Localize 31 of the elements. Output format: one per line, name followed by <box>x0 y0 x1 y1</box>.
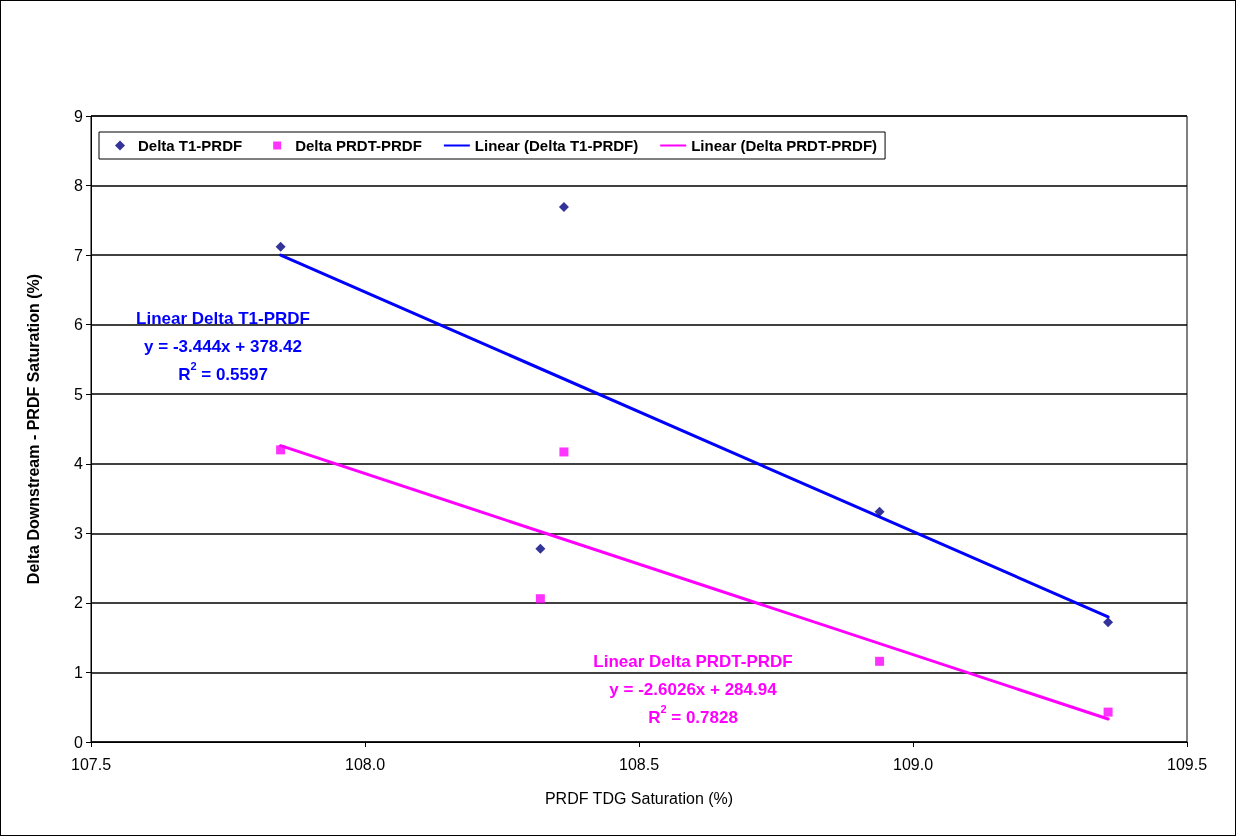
y-tick-label: 5 <box>74 385 84 403</box>
legend-label: Delta PRDT-PRDF <box>295 137 422 154</box>
x-axis-title: PRDF TDG Saturation (%) <box>544 789 734 807</box>
y-tick-label: 8 <box>74 177 84 195</box>
x-tick-label: 109.5 <box>1166 755 1208 773</box>
y-tick-label: 1 <box>74 663 84 681</box>
point <box>874 506 885 517</box>
x-tick-label: 107.5 <box>70 755 112 773</box>
x-tick-label: 108.5 <box>618 755 660 773</box>
y-tick-label: 9 <box>74 107 84 125</box>
point <box>1103 617 1114 628</box>
point <box>276 445 286 455</box>
y-tick-label: 4 <box>74 455 84 473</box>
legend-label: Linear (Delta T1-PRDF) <box>474 137 639 154</box>
y-axis-title: Delta Downstream - PRDF Saturation (%) <box>24 273 42 585</box>
point <box>558 202 569 213</box>
point <box>535 594 545 604</box>
point <box>535 543 546 554</box>
legend-label: Delta T1-PRDF <box>138 137 243 154</box>
y-tick-label: 3 <box>74 524 84 542</box>
y-tick-label: 2 <box>74 594 84 612</box>
y-tick-label: 0 <box>74 733 84 751</box>
y-tick-label: 7 <box>74 246 84 264</box>
x-tick-label: 108.0 <box>344 755 386 773</box>
y-tick-label: 6 <box>74 316 84 334</box>
x-tick-label: 109.0 <box>892 755 934 773</box>
legend-label: Linear (Delta PRDT-PRDF) <box>691 137 878 154</box>
point <box>1103 707 1113 717</box>
point <box>275 241 286 252</box>
point <box>875 656 885 666</box>
point <box>559 447 569 457</box>
